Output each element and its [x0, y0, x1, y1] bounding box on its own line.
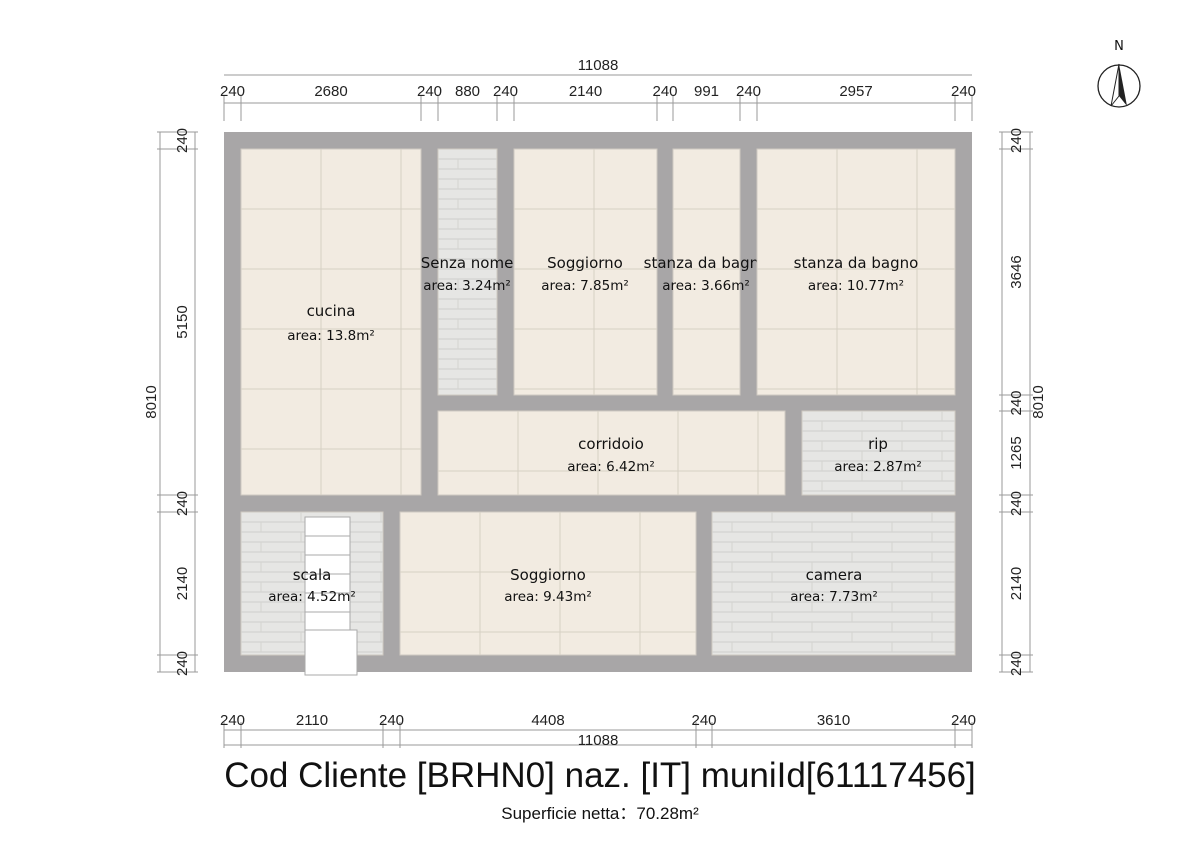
- dimension-label: 240: [220, 83, 245, 100]
- dimension-label: 240: [493, 83, 518, 100]
- room-name: Senza nome: [421, 254, 514, 272]
- dimension-label: 240: [1008, 128, 1025, 153]
- dimension-label: 2140: [174, 567, 191, 600]
- dimension-label: 2680: [314, 83, 347, 100]
- room-area: area: 9.43m²: [504, 589, 592, 605]
- plan-title: Cod Cliente [BRHN0] naz. [IT] muniId[611…: [224, 756, 976, 795]
- room-area: area: 2.87m²: [834, 459, 922, 475]
- north-arrow: N: [1097, 39, 1141, 108]
- room-area: area: 4.52m²: [268, 589, 356, 605]
- net-area: Superficie netta：70.28m²: [501, 804, 699, 823]
- dimension-label: 2140: [1008, 567, 1025, 600]
- dimension-label: 2957: [839, 83, 872, 100]
- dimension-label: 240: [174, 651, 191, 676]
- dimension-label: 1265: [1008, 436, 1025, 469]
- dimension-label: 240: [174, 128, 191, 153]
- dimension-label: 2140: [569, 83, 602, 100]
- dimension-label: 2110: [296, 712, 328, 729]
- room[interactable]: Senza nome area: 3.24m²: [421, 148, 514, 396]
- rooms: cucina area: 13.8m² Senza nome area: 3.24m²…: [240, 148, 956, 676]
- room-area: area: 13.8m²: [287, 328, 375, 344]
- room-name: scala: [293, 566, 332, 584]
- room-name: stanza da bagno: [794, 254, 919, 272]
- dimension-total: 11088: [578, 732, 619, 749]
- dimension-label: 880: [455, 83, 480, 100]
- room[interactable]: rip area: 2.87m²: [801, 410, 956, 496]
- dimension-label: 4408: [531, 712, 564, 729]
- room[interactable]: corridoio area: 6.42m²: [437, 410, 786, 496]
- room[interactable]: scala area: 4.52m²: [240, 511, 384, 676]
- room-name: stanza da bagno: [644, 254, 769, 272]
- room-area: area: 3.66m²: [662, 278, 750, 294]
- dimension-label: 240: [652, 83, 677, 100]
- dimension-lines: 240 2680 240 880 240 2140 240 991 240 2957 240 1108…: [143, 57, 1047, 749]
- room[interactable]: camera area: 7.73m²: [711, 511, 956, 656]
- dimension-label: 3610: [817, 712, 850, 729]
- dimension-label: 240: [417, 83, 442, 100]
- dimension-label: 3646: [1008, 255, 1025, 288]
- dimension-label: 5150: [174, 305, 191, 338]
- room[interactable]: stanza da bagno area: 3.66m²: [644, 148, 769, 396]
- dimension-label: 240: [736, 83, 761, 100]
- dimension-label: 240: [1008, 651, 1025, 676]
- room-name: corridoio: [578, 435, 644, 453]
- dimension-total: 11088: [578, 57, 619, 74]
- room[interactable]: cucina area: 13.8m²: [240, 148, 422, 496]
- dimension-total: 8010: [1030, 385, 1047, 418]
- dimension-label: 240: [1008, 491, 1025, 516]
- dimension-label: 240: [951, 712, 976, 729]
- room[interactable]: Soggiorno area: 9.43m²: [399, 511, 697, 656]
- room-area: area: 7.73m²: [790, 589, 878, 605]
- room-name: camera: [806, 566, 863, 584]
- room[interactable]: stanza da bagno area: 10.77m²: [756, 148, 956, 396]
- room-area: area: 6.42m²: [567, 459, 655, 475]
- dimension-label: 240: [174, 491, 191, 516]
- dimension-label: 240: [951, 83, 976, 100]
- room-area: area: 7.85m²: [541, 278, 629, 294]
- staircase: [304, 516, 358, 676]
- dimension-label: 240: [220, 712, 245, 729]
- dimension-total: 8010: [143, 385, 160, 418]
- room[interactable]: Soggiorno area: 7.85m²: [513, 148, 658, 396]
- dimension-label: 240: [1008, 390, 1025, 415]
- room-name: Soggiorno: [547, 254, 623, 272]
- north-label: N: [1114, 39, 1124, 54]
- room-name: cucina: [307, 302, 356, 320]
- room-area: area: 3.24m²: [423, 278, 511, 294]
- room-area: area: 10.77m²: [808, 278, 904, 294]
- dimension-label: 240: [379, 712, 404, 729]
- room-name: rip: [868, 435, 888, 453]
- dimension-label: 991: [694, 83, 719, 100]
- dimension-label: 240: [691, 712, 716, 729]
- room-name: Soggiorno: [510, 566, 586, 584]
